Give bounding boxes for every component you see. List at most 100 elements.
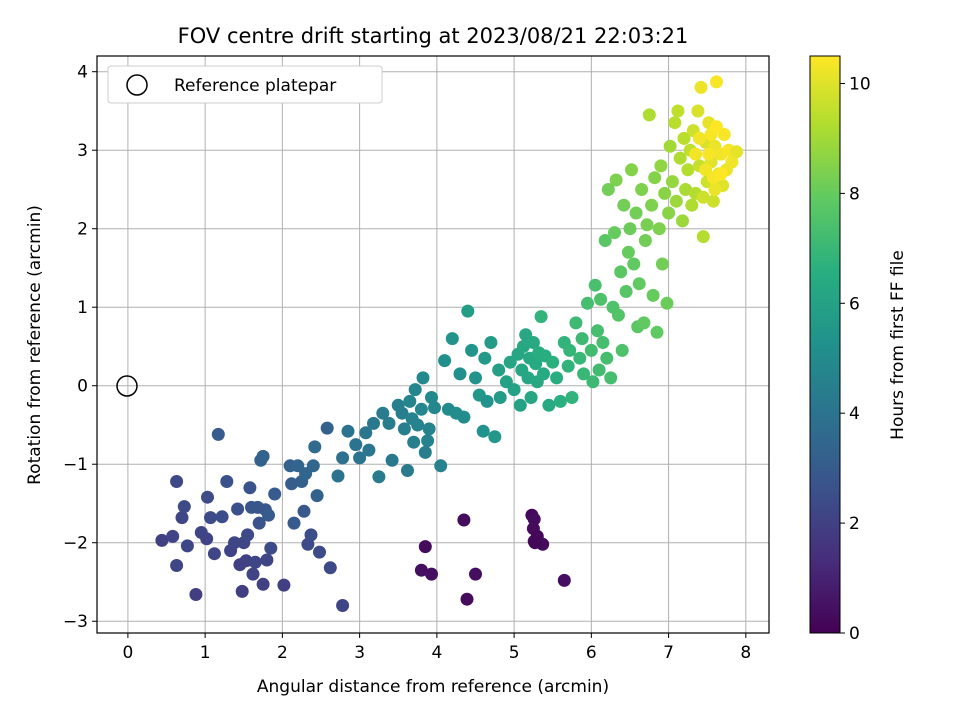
plot-frame [96,55,770,634]
colorbar-tick-label: 10 [849,74,871,94]
data-point [581,296,594,310]
data-point [469,371,482,385]
data-point [401,464,414,477]
y-tick-label: 2 [77,220,88,240]
y-tick-label: 4 [77,63,88,83]
data-point [416,371,430,385]
data-point [414,402,428,416]
data-point [588,278,602,292]
data-point [601,183,615,196]
data-point [411,418,425,432]
data-point [287,516,301,530]
data-point [685,198,699,212]
data-point [256,449,270,463]
data-point [285,477,299,491]
data-point [660,296,674,310]
x-tick-label: 7 [663,643,674,663]
data-point [594,292,608,306]
data-point [611,308,625,322]
data-point [586,375,600,389]
y-tick-label: 1 [77,298,88,318]
data-point [542,398,556,412]
data-point [609,173,623,187]
data-point [469,567,482,581]
data-point [418,540,432,554]
data-point [673,151,687,165]
data-point [565,391,579,404]
data-point [557,573,571,587]
data-point [679,183,693,196]
data-point [569,316,583,330]
data-point [457,513,471,527]
data-point [421,434,435,448]
data-point [646,288,660,302]
data-point [696,230,710,244]
data-point [408,383,422,397]
data-point [668,116,682,130]
legend-box [107,65,383,104]
data-point [231,502,245,516]
data-point [201,490,214,504]
colorbar-tick-label: 4 [849,404,860,424]
data-point [621,245,635,259]
x-tick-label: 0 [122,643,133,663]
data-point [395,406,409,420]
y-tick-label: −3 [63,612,88,632]
data-point [598,234,612,247]
data-point [615,343,629,357]
data-point [260,553,274,567]
data-point [596,336,610,349]
data-point [665,175,679,189]
data-point [627,257,641,271]
data-point [376,406,390,420]
x-tick-label: 2 [277,643,288,663]
data-point [170,559,184,572]
data-point [573,351,587,365]
data-point [320,421,334,435]
data-point [306,459,320,473]
data-point [546,355,560,369]
data-point [608,226,621,240]
colorbar-tick-label: 6 [849,294,860,314]
data-point [367,416,380,430]
data-point [403,394,417,408]
data-point [297,504,311,518]
data-point [714,167,728,181]
data-point [308,440,322,454]
data-point [671,104,685,118]
data-point [177,500,191,514]
data-point [484,336,498,349]
colorbar-label: Hours from first FF file [888,250,908,440]
data-point [323,561,337,575]
data-point [710,120,723,134]
data-point [200,532,214,546]
data-point [614,265,628,279]
data-point [349,438,363,452]
data-point [654,159,668,173]
data-point [730,145,744,159]
y-tick-label: −2 [63,534,88,554]
data-point [691,104,705,118]
data-point [211,427,225,441]
data-point [189,588,203,601]
data-point [407,435,421,449]
data-points [155,75,744,612]
data-point [600,351,614,365]
data-point [313,545,326,559]
data-point [175,511,189,525]
data-point [248,555,262,569]
data-point [524,391,538,404]
x-tick-label: 1 [200,643,211,663]
y-axis-label: Rotation from reference (arcmin) [25,205,45,485]
colorbar-tick-label: 8 [849,184,860,204]
legend-marker [126,74,148,96]
data-point [706,194,720,208]
data-point [642,108,656,122]
data-point [215,510,229,524]
data-point [529,357,543,371]
legend-label: Reference platepar [174,76,336,96]
data-point [625,163,638,177]
data-point [527,512,541,526]
y-tick-label: −1 [63,455,88,475]
legend: Reference platepar [107,65,383,104]
